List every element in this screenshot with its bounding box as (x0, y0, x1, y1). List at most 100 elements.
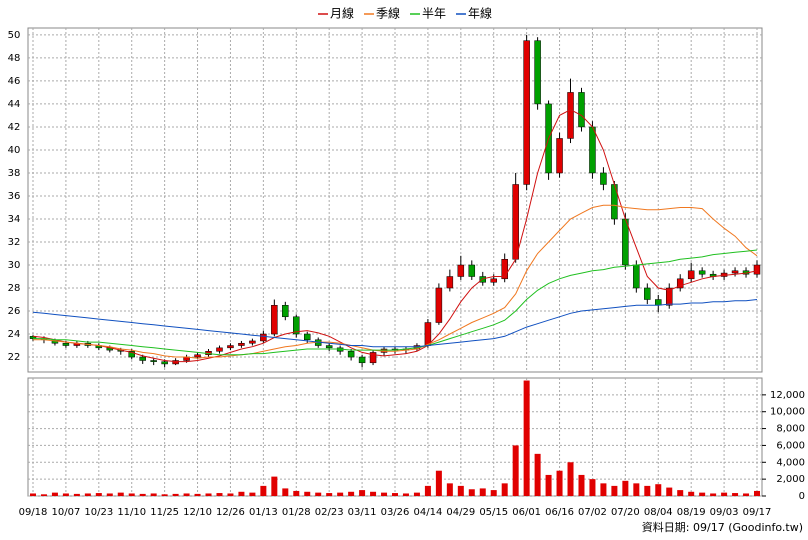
candle-body (644, 287, 651, 300)
ma-line (33, 204, 758, 359)
candle-body (490, 278, 497, 283)
candle-body (161, 361, 168, 365)
candle-body (227, 345, 234, 349)
volume-bar (633, 483, 640, 496)
y-tick-label: 40 (8, 145, 21, 156)
legend-label: 年線 (468, 6, 492, 21)
volume-bar (424, 485, 431, 496)
legend-label: 半年 (422, 7, 446, 21)
volume-bar (743, 493, 750, 496)
volume-bar (468, 489, 475, 496)
volume-bar (40, 494, 47, 496)
volume-bar (611, 485, 618, 496)
candle-body (534, 40, 541, 105)
x-tick-label: 09/17 (743, 507, 772, 518)
volume-bar (326, 493, 333, 496)
ma-line (32, 299, 758, 348)
candle-body (347, 351, 355, 358)
volume-bar (260, 485, 267, 496)
candle-body (589, 126, 596, 174)
candle-body (128, 351, 135, 358)
candle-body (687, 270, 695, 280)
volume-bar (84, 493, 91, 496)
footer: 資料日期: 09/17 (Goodinfo.tw) (642, 520, 803, 534)
volume-bar (161, 494, 168, 496)
y-tick-label: 22 (8, 352, 21, 363)
candle-body (676, 278, 684, 289)
candle-body (325, 345, 333, 349)
volume-tick-label: 2,000 (776, 474, 805, 485)
candle-body (578, 92, 585, 128)
candle-body (633, 264, 640, 289)
candle-body (435, 287, 443, 323)
candle-body (194, 354, 201, 358)
volume-bar (402, 493, 409, 496)
candle-body (753, 264, 761, 275)
candle-body (655, 299, 662, 306)
candle-body (567, 92, 574, 139)
candle-body (172, 360, 179, 365)
y-tick-label: 46 (8, 76, 21, 87)
volume-bar (732, 493, 739, 496)
x-tick-label: 12/26 (216, 507, 245, 518)
volume-bar (370, 491, 377, 496)
ma-line (33, 249, 758, 356)
volume-bar (381, 492, 388, 496)
candle-body (271, 305, 278, 335)
volume-bar (337, 492, 344, 496)
volume-tick-label: 10,000 (770, 407, 805, 418)
volume-bar (457, 485, 464, 496)
volume-bar (721, 492, 728, 496)
volume-bar (644, 485, 651, 496)
y-tick-label: 32 (8, 237, 21, 248)
volume-tick-label: 6,000 (776, 440, 805, 451)
x-tick-label: 03/26 (381, 507, 410, 518)
volume-bar (567, 462, 574, 496)
y-tick-label: 28 (8, 283, 21, 294)
volume-bar (578, 474, 585, 496)
y-tick-label: 30 (8, 260, 21, 271)
volume-bar (754, 490, 760, 496)
candle-body (512, 184, 519, 260)
candle-body (731, 270, 739, 274)
candle-body (424, 322, 432, 346)
volume-bar (172, 493, 179, 496)
volume-bar (699, 492, 706, 496)
x-tick-label: 04/14 (413, 507, 442, 518)
x-tick-label: 06/16 (545, 507, 574, 518)
y-tick-label: 24 (8, 329, 21, 340)
volume-bar (183, 493, 190, 496)
candle-body (468, 264, 476, 277)
x-tick-label: 08/04 (644, 507, 673, 518)
volume-bar (435, 470, 442, 496)
candle-body (282, 305, 289, 318)
candle-body (249, 340, 256, 344)
volume-bar (73, 493, 80, 496)
y-tick-label: 34 (8, 214, 21, 225)
volume-bar (523, 380, 530, 496)
volume-bar (271, 476, 278, 496)
candle-body (457, 264, 465, 277)
x-tick-label: 08/19 (677, 507, 706, 518)
volume-bar (30, 493, 36, 496)
volume-bar (359, 490, 366, 496)
volume-bar (655, 484, 662, 496)
x-tick-label: 10/07 (51, 507, 80, 518)
candle-body (556, 138, 563, 174)
volume-bar (490, 490, 497, 496)
volume-bar (413, 492, 420, 496)
volume-bar (216, 493, 223, 496)
y-tick-label: 36 (8, 191, 21, 202)
volume-bar (446, 483, 453, 496)
volume-bar (150, 493, 157, 496)
volume-bar (249, 492, 256, 496)
y-tick-label: 26 (8, 306, 21, 317)
candle-body (62, 342, 70, 346)
volume-bar (238, 491, 245, 496)
x-tick-label: 09/03 (710, 507, 739, 518)
volume-bar (62, 493, 69, 496)
volume-bar (501, 483, 508, 496)
volume-bar (512, 445, 519, 496)
volume-bar (392, 493, 398, 496)
volume-bar (348, 491, 355, 496)
